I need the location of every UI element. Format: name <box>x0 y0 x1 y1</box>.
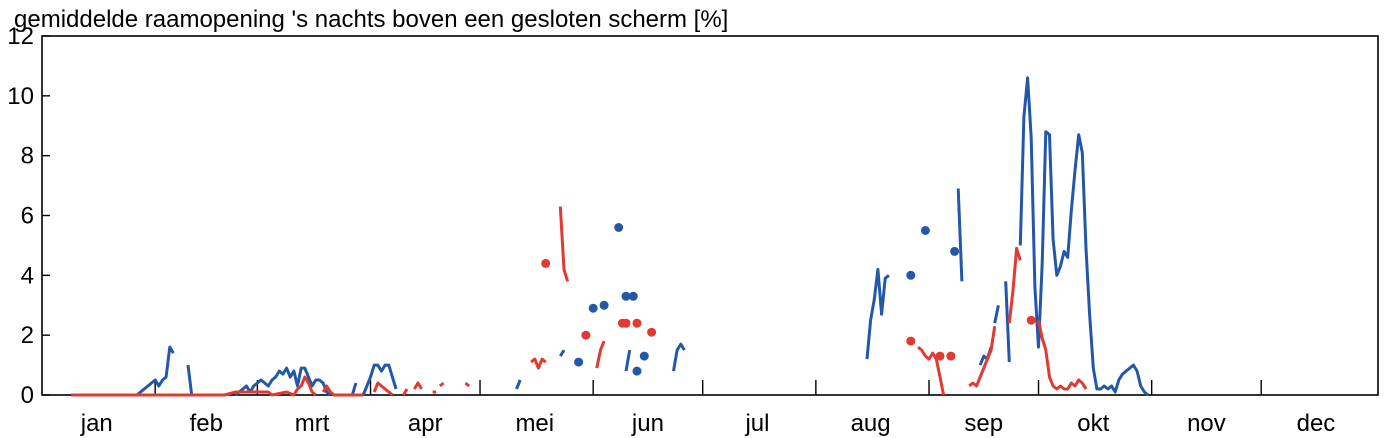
y-tick-label: 2 <box>21 322 34 349</box>
x-tick-label-feb: feb <box>190 410 223 437</box>
series-0-point <box>574 357 584 367</box>
plot-area <box>41 35 1379 396</box>
series-1-line-segment <box>968 325 997 388</box>
chart-title: gemiddelde raamopening 's nachts boven e… <box>14 6 728 33</box>
x-tick-label-okt: okt <box>1077 410 1109 437</box>
series-1-point <box>946 351 956 361</box>
x-tick-label-jan: jan <box>80 410 113 437</box>
series-0-line-segment <box>71 345 175 397</box>
series-1-line-segment <box>71 375 317 397</box>
series-1-line-segment <box>464 381 471 388</box>
x-tick-label-mei: mei <box>515 410 554 437</box>
series-0-point <box>920 226 930 235</box>
series-1-line-segment <box>595 340 606 369</box>
series-1-point <box>935 351 945 361</box>
series-1-line-segment <box>558 206 570 282</box>
series-1-point <box>621 318 631 328</box>
series-0-point <box>628 291 638 301</box>
series-0-line-segment <box>350 382 358 396</box>
series-0-line-segment <box>624 349 632 372</box>
series-0-point <box>906 270 916 280</box>
series-0-point <box>632 366 642 376</box>
series-0-point <box>599 300 609 310</box>
series-0-point <box>588 303 598 313</box>
series-1 <box>71 206 1088 397</box>
series-1-line-segment <box>438 381 445 388</box>
series-0-line-segment <box>1004 281 1011 363</box>
x-tick-label-sep: sep <box>964 410 1003 437</box>
x-tick-label-jun: jun <box>631 410 664 437</box>
series-1-point <box>541 258 551 268</box>
series-1-line-segment <box>372 381 394 397</box>
series-0-line-segment <box>186 364 194 396</box>
series-1-point <box>647 327 657 337</box>
series-1-line-segment <box>321 384 364 397</box>
y-tick-label: 10 <box>7 83 34 110</box>
series-1-point <box>1026 315 1036 325</box>
x-tick-label-nov: nov <box>1187 410 1226 437</box>
series-0-line-segment <box>672 342 686 372</box>
y-tick-label: 4 <box>21 262 34 289</box>
series-0-line-segment <box>361 363 398 396</box>
y-tick-label: 8 <box>21 143 34 170</box>
series-1-line-segment <box>402 388 409 396</box>
x-tick-label-dec: dec <box>1297 410 1336 437</box>
series-0-line-segment <box>865 267 890 360</box>
x-tick-label-aug: aug <box>851 410 891 437</box>
x-axis: jan feb mrt apr mei jun jul aug sep okt nov dec <box>80 380 1336 437</box>
series-0-line-segment <box>515 379 522 390</box>
series-0-point <box>639 351 649 361</box>
series-1-point <box>632 318 642 328</box>
series-0-point <box>621 291 631 301</box>
x-tick-label-apr: apr <box>408 410 443 437</box>
series-1-line-segment <box>530 357 547 370</box>
series-0-line-segment <box>559 349 566 357</box>
series-0-line-segment <box>234 366 332 397</box>
series-1-point <box>906 336 916 346</box>
series-0-point <box>950 246 960 256</box>
y-tick-label: 0 <box>21 382 34 409</box>
series-0 <box>71 76 1149 397</box>
series-1-line-segment <box>1037 319 1088 391</box>
y-axis: 0 2 4 6 8 10 12 <box>7 23 50 409</box>
series-0-line-segment <box>956 188 964 282</box>
series-1-line-segment <box>917 345 946 396</box>
series-0-point <box>614 223 624 232</box>
series-1-line-segment <box>413 381 423 390</box>
series-1-point <box>581 330 591 340</box>
x-tick-label-jul: jul <box>744 410 769 437</box>
y-tick-label: 6 <box>21 203 34 230</box>
series-1-line-segment <box>1007 246 1022 324</box>
series-0-line-segment <box>993 304 1000 324</box>
series-layer <box>71 76 1149 397</box>
x-tick-label-mrt: mrt <box>295 410 330 437</box>
y-tick-label: 12 <box>7 23 34 50</box>
series-0-line-segment <box>1018 76 1149 397</box>
